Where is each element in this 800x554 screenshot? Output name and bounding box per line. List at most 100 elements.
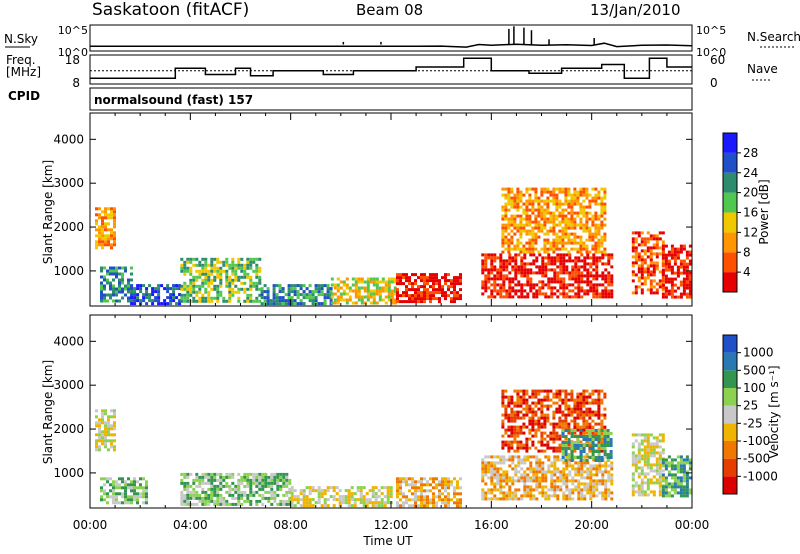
data-cell [396,486,399,490]
data-cell [537,226,541,230]
data-cell [154,290,158,294]
data-cell [501,425,505,429]
data-cell [607,494,611,498]
data-cell [231,257,235,261]
data-cell [577,470,581,474]
data-cell [520,458,524,462]
data-cell [531,235,535,239]
data-cell [426,501,429,505]
data-cell [588,407,592,411]
data-cell [649,273,653,277]
data-cell [255,284,259,288]
data-cell [490,455,494,459]
data-cell [124,498,127,502]
data-cell [655,478,659,482]
data-cell [631,451,635,455]
data-cell [528,223,532,227]
data-cell [565,473,569,477]
data-cell [600,220,604,224]
data-cell [504,428,508,432]
data-cell [664,277,668,281]
data-cell [520,473,524,477]
data-cell [213,478,217,482]
data-cell [95,213,98,217]
data-cell [231,290,235,294]
data-cell [655,436,659,440]
data-cell [414,501,417,505]
data-cell [290,296,294,300]
data-cell [481,491,485,495]
data-cell [586,268,590,272]
data-cell [646,460,650,464]
data-cell [535,485,539,489]
data-cell [231,487,235,491]
data-cell [396,501,399,505]
data-cell [519,404,523,408]
data-cell [255,475,259,479]
data-cell [682,467,686,471]
data-cell [586,461,590,465]
data-cell [504,443,508,447]
data-cell [374,492,378,496]
data-cell [528,244,532,248]
data-cell [350,492,354,496]
data-cell [682,458,686,462]
data-cell [528,196,532,200]
data-cell [582,193,586,197]
data-cell [516,395,520,399]
data-cell [198,290,202,294]
data-cell [278,302,282,306]
data-cell [101,409,104,413]
data-cell [493,494,497,498]
data-cell [104,436,107,440]
data-cell [555,199,559,203]
data-cell [326,293,330,297]
data-cell [441,294,444,298]
data-cell [661,295,665,299]
data-cell [564,453,568,456]
data-cell [573,429,577,432]
data-cell [573,398,577,402]
data-cell [555,446,559,450]
data-cell [243,275,247,279]
data-cell [288,499,292,503]
data-cell [655,466,659,470]
data-cell [532,271,536,275]
data-cell [595,473,599,477]
data-cell [326,284,330,288]
data-cell [598,482,602,486]
data-cell [585,401,589,405]
data-cell [553,455,557,459]
data-cell [558,392,562,396]
data-cell [537,205,541,209]
data-cell [555,217,559,221]
data-cell [243,478,247,482]
data-cell [547,455,551,459]
data-cell [598,283,602,287]
data-cell [562,473,566,477]
data-cell [326,486,330,490]
data-cell [579,223,583,227]
data-cell [547,458,551,462]
data-cell [600,444,604,447]
data-cell [580,274,584,278]
data-cell [661,256,665,260]
data-cell [552,425,556,429]
data-cell [591,429,595,432]
data-cell [529,280,533,284]
data-cell [417,504,420,508]
data-cell [207,278,211,282]
data-cell [411,297,414,301]
data-cell [571,289,575,293]
data-cell [532,253,536,257]
data-cell [279,484,283,488]
data-cell [98,237,101,241]
data-cell [201,487,205,491]
data-cell [225,484,229,488]
data-cell [664,491,668,495]
data-cell [582,229,586,233]
data-cell [588,425,592,429]
data-cell [351,289,355,293]
data-cell [546,395,550,399]
